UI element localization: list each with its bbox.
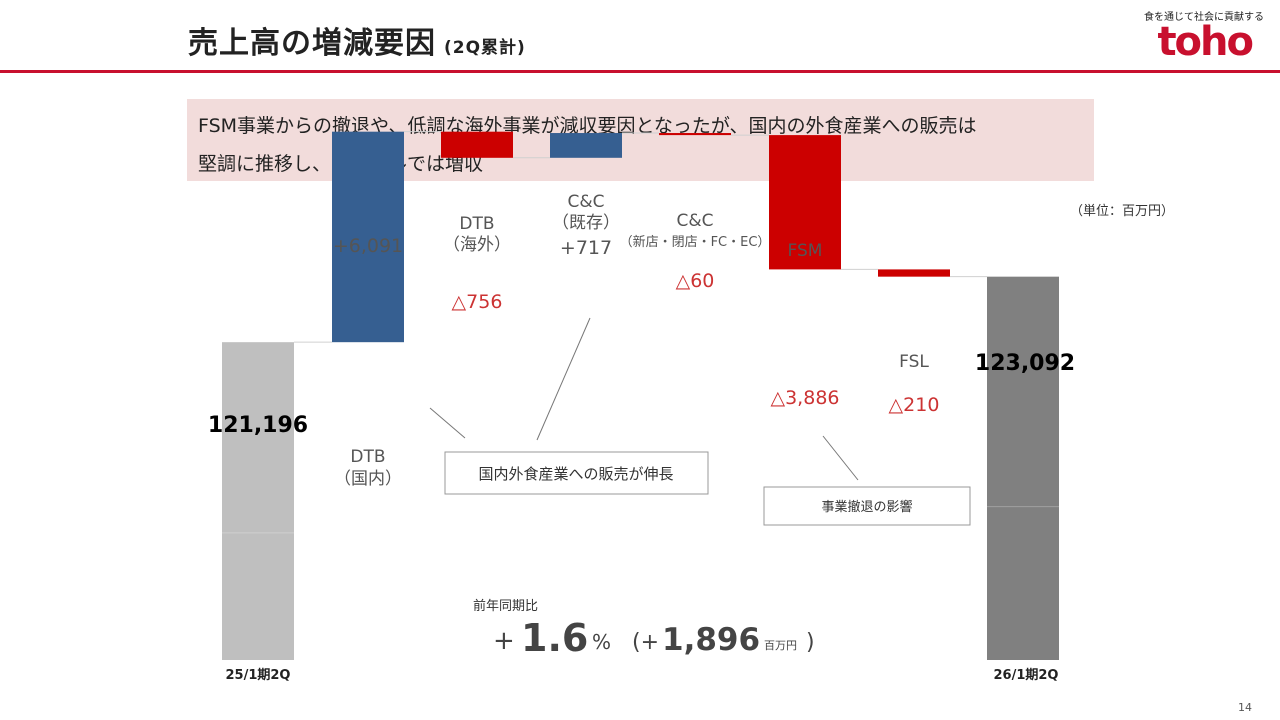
waterfall-bar xyxy=(987,276,1059,660)
yoy-percent-sign: % xyxy=(592,630,611,654)
data-label: △60 xyxy=(676,270,715,292)
callout-text-withdrawal: 事業撤退の影響 xyxy=(821,499,912,515)
category-label: DTB xyxy=(350,447,385,467)
data-label: +717 xyxy=(560,237,612,259)
category-label: C&C xyxy=(677,211,714,231)
waterfall-bar xyxy=(659,133,731,136)
yoy-sign: + xyxy=(493,626,515,656)
summary-line-1: FSM事業からの撤退や、低調な海外事業が減収要因となったが、国内の外食産業への販… xyxy=(198,115,977,137)
unit-label: （単位：百万円） xyxy=(1070,204,1175,219)
yoy-paren-open: (+ xyxy=(632,630,659,655)
company-logo: toho xyxy=(1157,19,1254,65)
callout-leader xyxy=(536,317,591,441)
callout-text-domestic: 国内外食産業への販売が伸長 xyxy=(478,465,673,483)
category-label: （既存） xyxy=(552,213,620,233)
callout-leader xyxy=(429,407,466,439)
yoy-unit: 百万円 xyxy=(764,639,797,652)
page-title-text: 売上高の増減要因 xyxy=(188,26,436,61)
callout-box-domestic xyxy=(444,451,709,495)
waterfall-bar xyxy=(441,131,513,158)
callout-leader xyxy=(822,435,859,481)
data-label: 121,196 xyxy=(208,413,308,438)
category-label: （国内） xyxy=(334,469,402,489)
waterfall-bar xyxy=(332,131,404,343)
header-divider xyxy=(0,70,1280,73)
waterfall-bar xyxy=(550,133,622,158)
data-label: △756 xyxy=(452,291,503,313)
page-number: 14 xyxy=(1238,701,1252,714)
category-label: C&C xyxy=(568,192,605,212)
page-subtitle: (2Q累計) xyxy=(444,38,526,58)
yoy-percent: 1.6 xyxy=(521,616,588,660)
data-label: △3,886 xyxy=(770,387,839,409)
yoy-paren-close: ) xyxy=(806,630,815,655)
category-label: FSL xyxy=(899,352,929,372)
category-label: 25/1期2Q xyxy=(226,668,291,683)
data-label: △210 xyxy=(889,394,940,416)
yoy-amount: 1,896 xyxy=(662,622,760,658)
data-label: 123,092 xyxy=(975,351,1075,376)
company-tagline: 食を通じて社会に貢献する xyxy=(1144,12,1264,23)
category-label: （海外） xyxy=(443,235,511,255)
waterfall-bar xyxy=(222,342,294,660)
page-title: 売上高の増減要因 (2Q累計) xyxy=(188,18,526,62)
category-label: DTB xyxy=(459,214,494,234)
callout-box-withdrawal xyxy=(763,486,971,526)
category-label: FSM xyxy=(788,241,823,261)
category-label: 26/1期2Q xyxy=(994,668,1059,683)
yoy-label: 前年同期比 xyxy=(473,598,538,614)
category-label: （新店・閉店・FC・EC） xyxy=(620,234,771,250)
waterfall-bar xyxy=(878,269,950,277)
data-label: +6,091 xyxy=(333,235,403,257)
waterfall-bar xyxy=(769,135,841,270)
